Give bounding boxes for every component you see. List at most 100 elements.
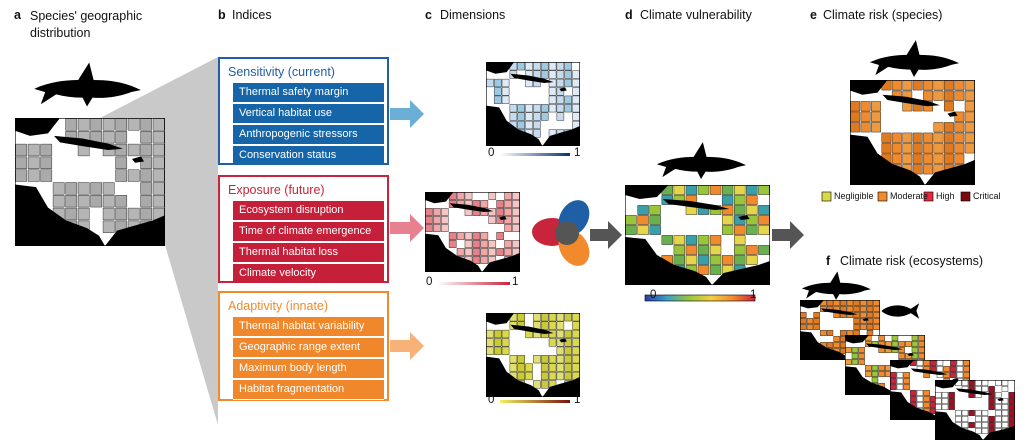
grid-cell (982, 416, 988, 422)
grid-cell (565, 79, 572, 87)
grid-cell (489, 240, 496, 247)
grid-cell (78, 183, 89, 195)
grid-cell (800, 318, 806, 324)
grid-cell (969, 410, 975, 416)
grid-cell (955, 410, 961, 416)
grid-cell (549, 372, 556, 380)
grid-cell (465, 248, 472, 255)
grid-cell (910, 396, 916, 402)
grid-cell (913, 154, 922, 164)
grid-cell (449, 232, 456, 239)
grid-cell (141, 170, 152, 182)
grid-cell (53, 183, 64, 195)
grid-cell (872, 377, 878, 383)
grid-cell (942, 392, 948, 398)
grid-cell (1002, 386, 1008, 392)
grid-cell (698, 265, 709, 274)
grid-cell (872, 365, 878, 371)
map (850, 80, 975, 185)
grid-cell (860, 318, 866, 324)
grid-cell (41, 144, 52, 156)
land (955, 388, 993, 395)
grid-cell (892, 341, 898, 347)
grid-cell (923, 91, 932, 101)
grid-cell (686, 235, 697, 244)
land (54, 135, 123, 150)
grid-cell (505, 224, 512, 231)
grid-cell (28, 170, 39, 182)
land (845, 366, 893, 395)
grid-cell (867, 318, 873, 324)
grid-cell (965, 133, 974, 143)
grid-cell (698, 235, 709, 244)
grid-cell (924, 402, 930, 408)
grid-cell (650, 215, 661, 224)
grid-cell (935, 404, 941, 410)
grid-cell (982, 380, 988, 386)
grid-cell (153, 144, 164, 156)
grid-cell (78, 119, 89, 131)
grid-cell (66, 208, 77, 220)
grid-cell (565, 313, 572, 321)
colorbar-min: 0 (650, 289, 657, 301)
grid-cell (734, 215, 745, 224)
grid-cell (489, 248, 496, 255)
grid-cell (840, 300, 846, 306)
grid-cell (533, 113, 540, 121)
colorbar (437, 282, 510, 285)
grid-cell (722, 185, 733, 194)
grid-cell (962, 422, 968, 428)
land (862, 318, 869, 321)
grid-cell (913, 143, 922, 153)
grid-cell (746, 245, 757, 254)
grid-cell (872, 371, 878, 377)
grid-cell (502, 88, 509, 96)
grid-cell (518, 355, 525, 363)
land (625, 185, 669, 199)
land (997, 398, 1004, 401)
grid-cell (860, 300, 866, 306)
grid-cell (549, 330, 556, 338)
grid-cell (526, 372, 533, 380)
grid-cell (502, 339, 509, 347)
shark-icon (869, 40, 960, 77)
land (15, 118, 60, 136)
map (625, 185, 770, 285)
land (947, 111, 958, 117)
grid-cell (557, 79, 564, 87)
grid-cell (834, 342, 840, 348)
panel-letter: a (14, 8, 21, 22)
grid-cell (497, 208, 504, 215)
grid-cell (879, 365, 885, 371)
grid-cell (541, 313, 548, 321)
grid-cell (481, 200, 488, 207)
grid-cell (890, 372, 896, 378)
grid-cell (982, 422, 988, 428)
grid-cell (78, 208, 89, 220)
grid-cell (854, 330, 860, 336)
index-item: Maximum body length (233, 359, 384, 379)
grid-cell (1002, 380, 1008, 386)
grid-cell (638, 205, 649, 214)
grid-cell (573, 322, 580, 330)
grid-cell (425, 208, 432, 215)
grid-cell (903, 80, 912, 90)
grid-cell (942, 404, 948, 410)
grid-cell (913, 80, 922, 90)
grid-cell (957, 366, 963, 372)
grid-cell (957, 360, 963, 366)
grid-cell (78, 195, 89, 207)
grid-cell (758, 225, 769, 234)
index-title: Adaptivity (innate) (228, 299, 329, 313)
grid-cell (867, 300, 873, 306)
land (132, 156, 144, 163)
grid-cell (473, 232, 480, 239)
grid-cell (734, 255, 745, 264)
grid-cell (758, 185, 769, 194)
panel-title: Climate risk (species) (823, 8, 943, 22)
land (499, 216, 507, 220)
grid-cell (924, 396, 930, 402)
grid-cell (859, 353, 865, 359)
grid-cell (734, 185, 745, 194)
grid-cell (103, 195, 114, 207)
